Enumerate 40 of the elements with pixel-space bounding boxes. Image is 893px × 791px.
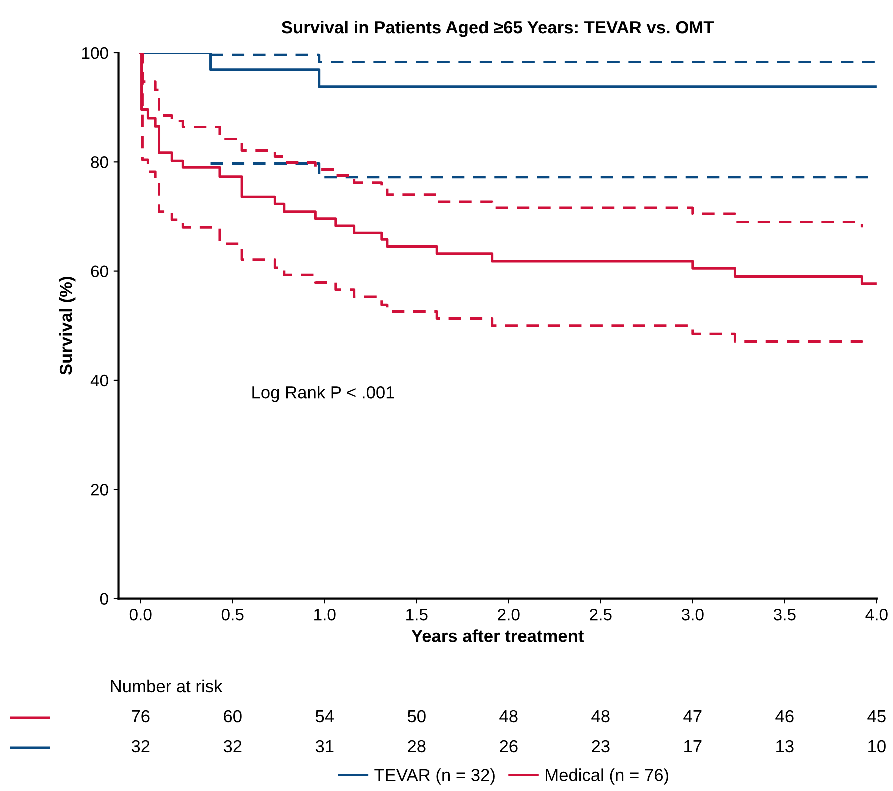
text: 54 — [316, 710, 334, 723]
y-tick-label: 0 — [100, 593, 108, 605]
x-tick-label: 3.5 — [774, 608, 796, 621]
text: 32 — [224, 740, 242, 753]
text: 45 — [868, 710, 886, 723]
x-tick-label: 2.0 — [498, 608, 520, 621]
text: 48 — [500, 710, 518, 723]
text: 28 — [408, 740, 426, 753]
y-axis-title: Survival (%) — [60, 277, 76, 376]
x-tick-label: 1.0 — [314, 608, 336, 621]
x-tick-label: 1.5 — [406, 609, 428, 621]
x-tick-label: 3.0 — [682, 608, 704, 621]
text: 32 — [132, 740, 150, 753]
text: 76 — [132, 710, 150, 723]
text: 26 — [500, 740, 518, 753]
text: 47 — [684, 710, 702, 722]
y-tick-label: 60 — [91, 266, 108, 278]
x-tick-label: 0.0 — [130, 608, 152, 621]
text: 60 — [224, 710, 242, 723]
y-tick-label: 40 — [90, 374, 108, 387]
text: 13 — [776, 740, 794, 753]
text: 50 — [408, 710, 426, 723]
legend-label: Medical (n = 76) — [546, 768, 668, 785]
y-tick-label: 20 — [91, 484, 108, 496]
text: 10 — [868, 740, 886, 753]
x-axis-title: Years after treatment — [412, 630, 584, 642]
x-tick-label: 4.0 — [866, 608, 888, 621]
text: 31 — [316, 740, 334, 753]
legend-label: TEVAR (n = 32) — [374, 768, 495, 785]
text: 17 — [684, 740, 702, 752]
annotation: Log Rank P < .001 — [252, 386, 394, 402]
x-tick-label: 2.5 — [590, 608, 612, 621]
text: 48 — [592, 710, 610, 723]
chart-title: Survival in Patients Aged ≥65 Years: TEVAR vs. OMT — [282, 20, 714, 38]
text: 23 — [592, 740, 610, 753]
y-tick-label: 100 — [82, 47, 108, 60]
text: 46 — [776, 710, 794, 723]
text: Number at risk — [111, 680, 223, 693]
x-tick-label: 0.5 — [222, 608, 244, 621]
y-tick-label: 80 — [91, 156, 108, 168]
